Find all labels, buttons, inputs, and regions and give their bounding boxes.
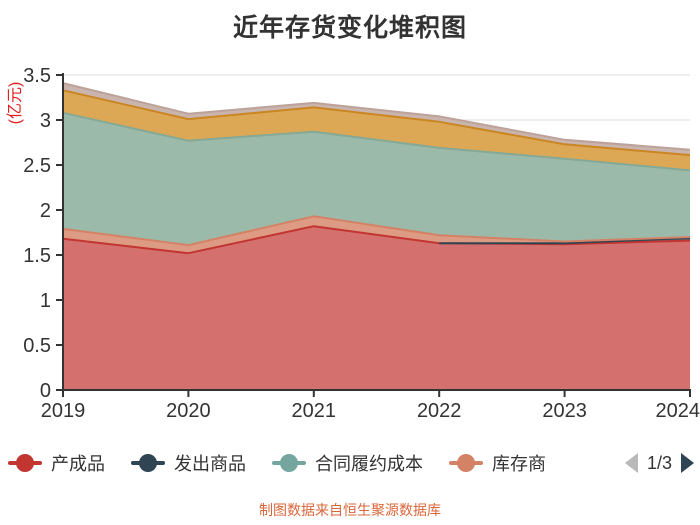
legend-item-contract-cost[interactable]: 合同履约成本 <box>272 450 423 476</box>
legend-label: 产成品 <box>51 454 105 474</box>
svg-text:2019: 2019 <box>41 400 86 422</box>
axes <box>56 73 691 397</box>
legend-label: 合同履约成本 <box>315 454 423 474</box>
svg-text:2024: 2024 <box>656 400 700 422</box>
legend-item-inventory-goods[interactable]: 库存商 <box>449 450 546 476</box>
legend-marker-icon <box>272 454 306 472</box>
svg-text:2022: 2022 <box>417 400 462 422</box>
svg-text:3: 3 <box>40 110 51 132</box>
legend-page-indicator: 1/3 <box>646 452 672 473</box>
data-source-note: 制图数据来自恒生聚源数据库 <box>259 502 441 518</box>
legend-item-finished-goods[interactable]: 产成品 <box>8 450 105 476</box>
legend-prev-arrow-icon[interactable] <box>624 453 638 473</box>
svg-text:1.5: 1.5 <box>23 245 51 267</box>
legend-marker-icon <box>449 454 483 472</box>
area-合同履约成本 <box>63 112 690 246</box>
y-axis-unit-label: (亿元) <box>6 82 24 125</box>
area-unnamed <box>63 90 690 171</box>
area-layers <box>63 83 690 390</box>
svg-text:2020: 2020 <box>166 400 211 422</box>
series-lines <box>62 82 691 255</box>
svg-text:0: 0 <box>40 380 51 402</box>
legend: 产成品 发出商品 合同履约成本 库存商 1/3 <box>8 447 694 479</box>
svg-text:2021: 2021 <box>292 400 337 422</box>
legend-next-arrow-icon[interactable] <box>681 453 694 473</box>
legend-label: 发出商品 <box>174 454 246 474</box>
axis-labels: 0 0.5 1 1.5 2 2.5 3 3.5 2019 2020 2021 2022 2023 2024… <box>6 65 700 422</box>
svg-text:1: 1 <box>40 290 51 312</box>
page-title: 近年存货变化堆积图 <box>232 14 467 42</box>
svg-text:2: 2 <box>40 200 51 222</box>
svg-text:2023: 2023 <box>542 400 587 422</box>
legend-marker-icon <box>131 454 165 472</box>
area-产成品 <box>63 226 690 390</box>
svg-text:3.5: 3.5 <box>23 65 51 87</box>
svg-text:0.5: 0.5 <box>23 335 51 357</box>
legend-pager: 1/3 <box>624 452 694 474</box>
svg-text:2.5: 2.5 <box>23 155 51 177</box>
stacked-area-chart: 0 0.5 1 1.5 2 2.5 3 3.5 2019 2020 2021 2022 2023 2024… <box>6 65 700 422</box>
legend-item-goods-shipped[interactable]: 发出商品 <box>131 450 246 476</box>
area-unnamed <box>63 83 690 156</box>
legend-marker-icon <box>8 454 42 472</box>
legend-label: 库存商 <box>492 454 546 474</box>
